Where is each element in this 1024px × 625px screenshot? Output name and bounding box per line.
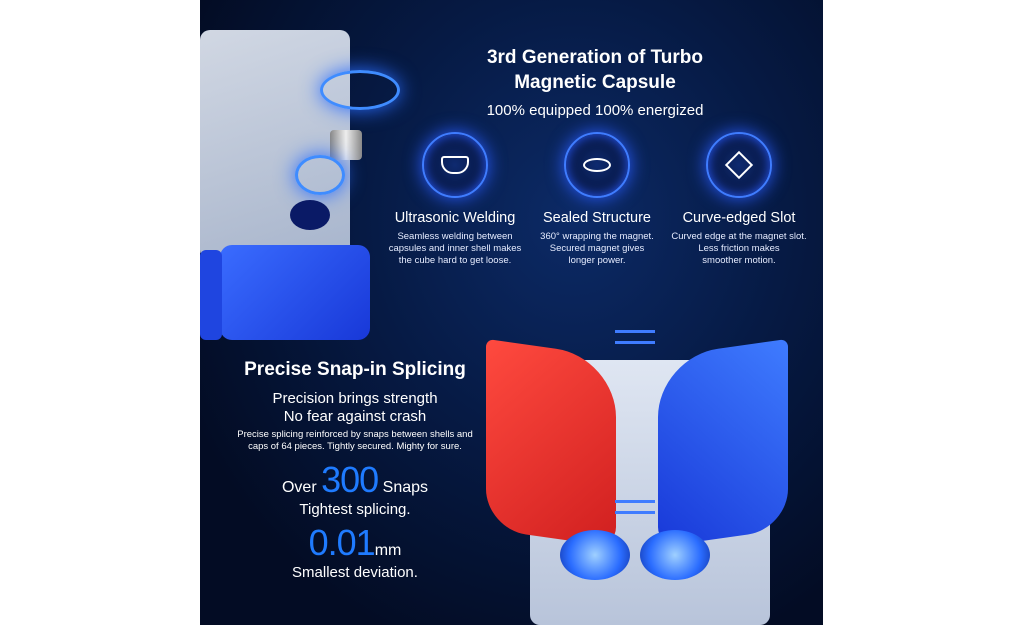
feature-title: Ultrasonic Welding	[394, 210, 516, 226]
capsule-subtitle: 100% equipped 100% energized	[486, 102, 704, 119]
feature-desc: Curved edge at the magnet slot. Less fric…	[671, 231, 807, 266]
feature-desc: 360° wrapping the magnet. Secured magnet …	[540, 231, 654, 266]
feature-sealed-structure: Sealed Structure 360° wrapping the magne…	[522, 132, 672, 267]
feature-curve-edged-slot: Curve-edged Slot Curved edge at the magn…	[664, 132, 814, 267]
feature-ultrasonic-welding: Ultrasonic Welding Seamless welding betw…	[380, 132, 530, 267]
capsule-title-line1: 3rd Generation of Turbo	[486, 47, 704, 68]
splicing-desc: Precise splicing reinforced by snaps bet…	[237, 429, 473, 452]
cube-splicing-illustration	[480, 320, 810, 625]
splicing-line1: Precision brings strength	[272, 390, 438, 407]
deviation-stat: 0.01mm	[308, 522, 402, 563]
capsule-cup-icon	[422, 132, 488, 198]
capsule-title: 3rd Generation of Turbo Magnetic Capsule	[430, 45, 760, 95]
capsule-title-line2: Magnetic Capsule	[514, 72, 676, 93]
splicing-title: Precise Snap-in Splicing	[244, 359, 466, 380]
sealed-disc-icon	[564, 132, 630, 198]
feature-title: Sealed Structure	[542, 210, 651, 226]
deviation-caption: Smallest deviation.	[292, 564, 418, 581]
product-poster: 3rd Generation of Turbo Magnetic Capsule…	[200, 0, 823, 625]
snaps-caption: Tightest splicing.	[299, 501, 411, 518]
cube-slot-icon	[706, 132, 772, 198]
splicing-section: Precise Snap-in Splicing Precision bring…	[220, 357, 490, 581]
feature-title: Curve-edged Slot	[682, 210, 796, 226]
splicing-line2: No fear against crash	[283, 408, 427, 425]
cube-corner-illustration	[200, 30, 400, 340]
snaps-stat: Over 300 Snaps	[281, 459, 429, 500]
feature-desc: Seamless welding between capsules and inn…	[388, 231, 522, 266]
